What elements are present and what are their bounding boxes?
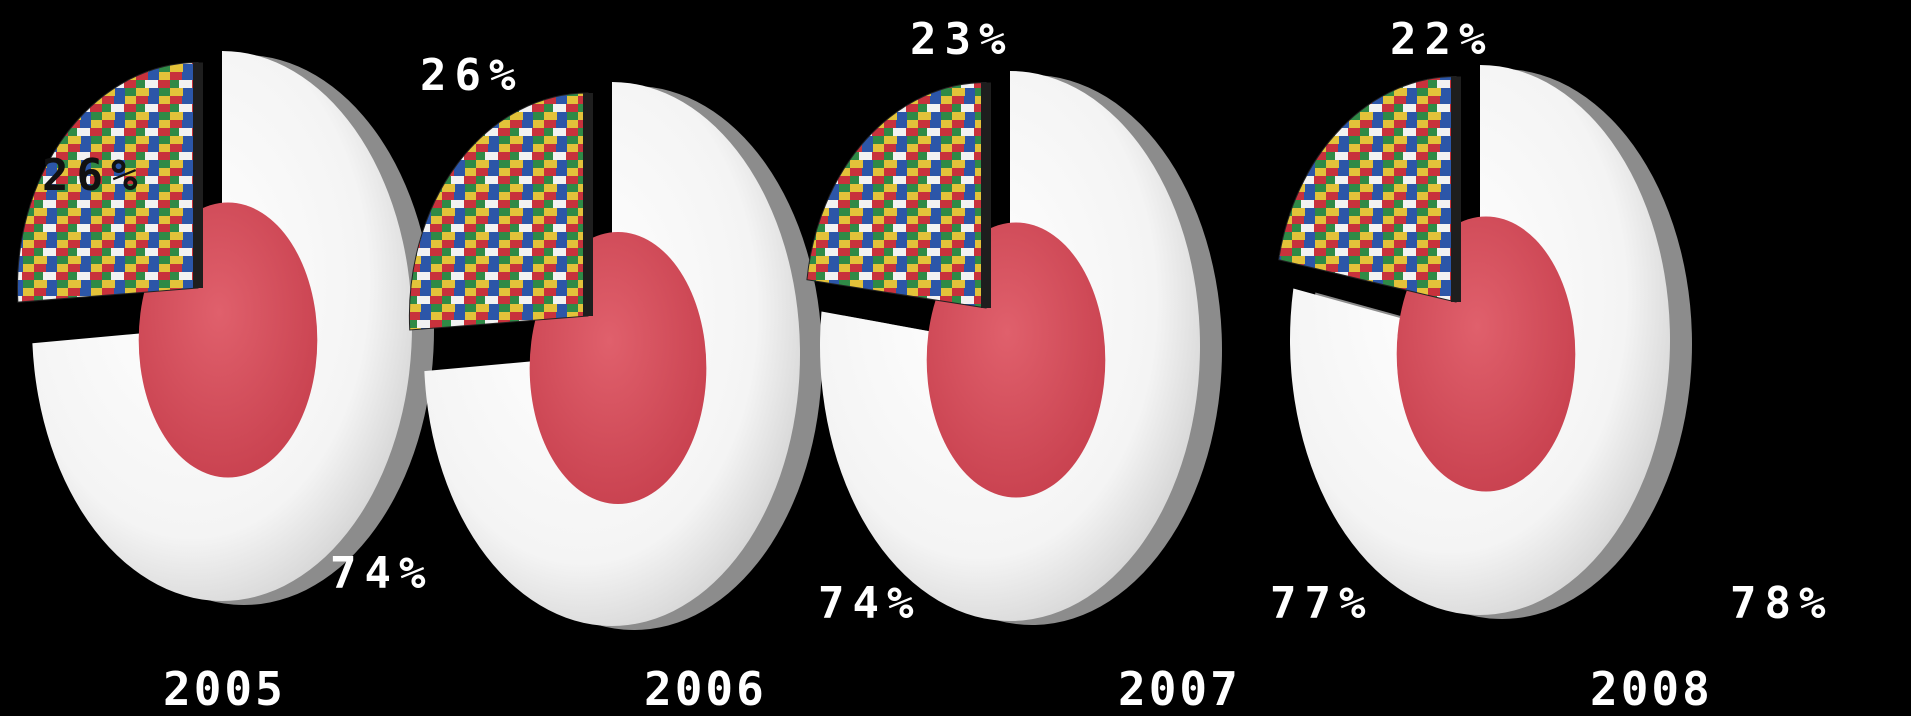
slice-exploded-2005 bbox=[17, 61, 199, 303]
year-label-2005: 2005 bbox=[163, 662, 286, 716]
label-small-2008: 22% bbox=[1390, 14, 1494, 65]
label-small-2007: 23% bbox=[910, 14, 1014, 65]
year-label-2007: 2007 bbox=[1118, 662, 1241, 716]
label-main-2006: 74% bbox=[818, 578, 922, 629]
slice-exploded-2008 bbox=[1278, 75, 1457, 303]
label-main-2007: 77% bbox=[1270, 578, 1374, 629]
slice-exploded-2006 bbox=[408, 92, 589, 331]
label-main-2005: 74% bbox=[330, 548, 434, 599]
slice-exploded-2007 bbox=[806, 81, 987, 309]
label-small-2005: 26% bbox=[42, 150, 146, 201]
pie-2007 bbox=[806, 71, 1223, 625]
pie-2008 bbox=[1278, 65, 1692, 620]
pie-2005 bbox=[17, 51, 435, 606]
pie-2006 bbox=[408, 82, 822, 630]
year-label-2006: 2006 bbox=[644, 662, 767, 716]
label-small-2006: 26% bbox=[420, 50, 524, 101]
year-label-2008: 2008 bbox=[1590, 662, 1713, 716]
label-main-2008: 78% bbox=[1730, 578, 1834, 629]
